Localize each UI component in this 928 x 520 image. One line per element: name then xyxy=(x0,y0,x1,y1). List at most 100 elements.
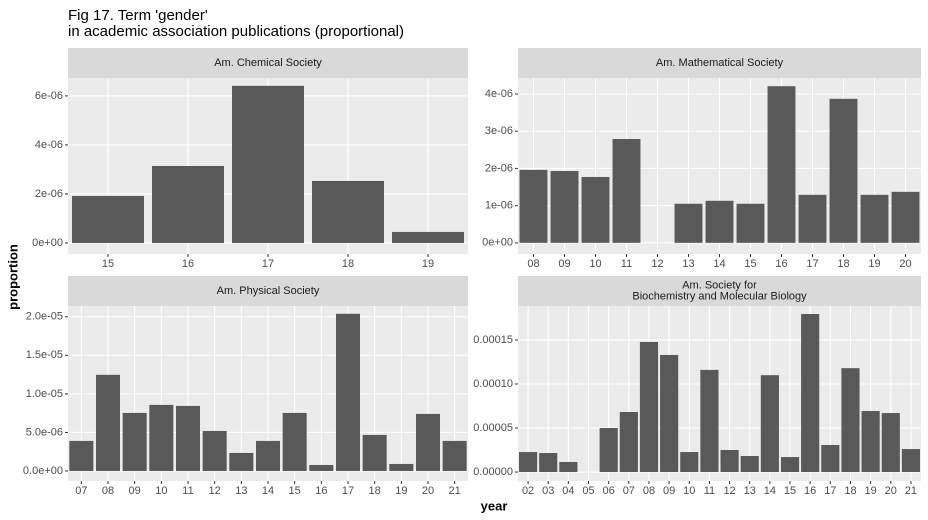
x-tick-label: 14 xyxy=(713,258,725,270)
bar xyxy=(674,203,703,243)
y-tick-label: 4e-06 xyxy=(485,88,513,100)
bar xyxy=(860,194,889,243)
bar xyxy=(122,412,147,471)
bar xyxy=(202,430,227,471)
x-tick-label: 11 xyxy=(621,258,632,270)
panel-background xyxy=(518,306,921,481)
bar xyxy=(720,450,739,473)
x-tick-label: 16 xyxy=(315,485,327,497)
y-tick-label: 0.00015 xyxy=(473,334,513,346)
x-tick-label: 12 xyxy=(651,258,663,270)
bar xyxy=(232,85,304,243)
strip xyxy=(518,276,921,306)
bar xyxy=(176,405,200,471)
bar xyxy=(700,369,719,473)
x-tick-label: 15 xyxy=(784,485,796,497)
y-tick-label: 0.00010 xyxy=(473,378,513,390)
y-tick-label: 1.5e-05 xyxy=(26,349,63,361)
x-tick-label: 21 xyxy=(905,485,917,497)
y-tick-label: 0.00005 xyxy=(473,422,513,434)
bar xyxy=(660,354,679,473)
bar xyxy=(519,169,548,243)
x-tick-label: 18 xyxy=(844,485,856,497)
x-tick-label: 20 xyxy=(885,485,897,497)
y-axis-label: proportion xyxy=(5,244,20,310)
x-tick-label: 13 xyxy=(235,485,247,497)
x-tick-label: 19 xyxy=(865,485,877,497)
bar xyxy=(841,368,860,473)
x-tick-label: 17 xyxy=(262,258,274,270)
bar xyxy=(389,463,414,471)
bar xyxy=(780,457,800,473)
x-tick-label: 18 xyxy=(837,258,849,270)
x-tick-label: 18 xyxy=(342,258,354,270)
x-tick-label: 08 xyxy=(102,485,114,497)
x-tick-label: 17 xyxy=(342,485,354,497)
bar xyxy=(801,314,820,473)
x-tick-label: 15 xyxy=(289,485,301,497)
x-tick-label: 07 xyxy=(623,485,635,497)
bar xyxy=(69,440,94,471)
x-tick-label: 06 xyxy=(603,485,615,497)
x-tick-label: 08 xyxy=(527,258,539,270)
x-tick-label: 19 xyxy=(422,258,434,270)
x-tick-label: 16 xyxy=(182,258,194,270)
bar xyxy=(861,411,880,473)
bar xyxy=(612,139,641,243)
y-tick-label: 1e-06 xyxy=(485,200,513,212)
bar xyxy=(229,452,254,471)
bar xyxy=(705,200,734,243)
bar xyxy=(736,203,765,243)
panel-title: Am. Physical Society xyxy=(217,285,320,297)
bar xyxy=(519,452,538,473)
x-tick-label: 21 xyxy=(449,485,461,497)
y-tick-label: 1.0e-05 xyxy=(26,388,63,400)
bar xyxy=(96,374,120,471)
x-tick-label: 20 xyxy=(899,258,911,270)
x-tick-label: 13 xyxy=(682,258,694,270)
x-tick-label: 05 xyxy=(582,485,594,497)
bar xyxy=(798,194,827,243)
bar xyxy=(740,456,759,473)
strip xyxy=(68,48,468,78)
x-tick-label: 18 xyxy=(369,485,381,497)
x-tick-label: 20 xyxy=(422,485,434,497)
bar xyxy=(901,449,920,473)
x-tick-label: 08 xyxy=(643,485,655,497)
x-tick-label: 09 xyxy=(663,485,675,497)
bar xyxy=(821,444,840,473)
bar xyxy=(550,171,579,243)
bar xyxy=(881,413,900,473)
panel-title: Am. Mathematical Society xyxy=(656,57,784,69)
bar xyxy=(599,428,618,473)
x-tick-label: 04 xyxy=(562,485,574,497)
bar xyxy=(559,461,578,473)
y-tick-label: 3e-06 xyxy=(485,125,513,137)
x-tick-label: 16 xyxy=(775,258,787,270)
x-tick-label: 12 xyxy=(723,485,735,497)
bar xyxy=(152,166,224,243)
bar xyxy=(760,375,779,473)
y-tick-label: 6e-06 xyxy=(35,90,63,102)
x-axis-label: year xyxy=(481,498,508,513)
strip xyxy=(518,48,921,78)
panel-title: Biochemistry and Molecular Biology xyxy=(632,290,807,302)
chart-subtitle: in academic association publications (pr… xyxy=(68,23,404,40)
bar xyxy=(767,86,796,243)
x-tick-label: 17 xyxy=(806,258,818,270)
y-tick-label: 5.0e-06 xyxy=(26,426,63,438)
x-tick-label: 10 xyxy=(155,485,167,497)
bar xyxy=(362,434,387,471)
x-tick-label: 15 xyxy=(744,258,756,270)
x-tick-label: 17 xyxy=(824,485,836,497)
bar xyxy=(416,413,440,471)
x-tick-label: 14 xyxy=(764,485,776,497)
strip xyxy=(68,276,468,306)
bar xyxy=(442,440,467,471)
y-tick-label: 2e-06 xyxy=(485,162,513,174)
bar xyxy=(312,180,384,243)
x-tick-label: 14 xyxy=(262,485,274,497)
x-tick-label: 15 xyxy=(102,258,114,270)
x-tick-label: 19 xyxy=(868,258,880,270)
